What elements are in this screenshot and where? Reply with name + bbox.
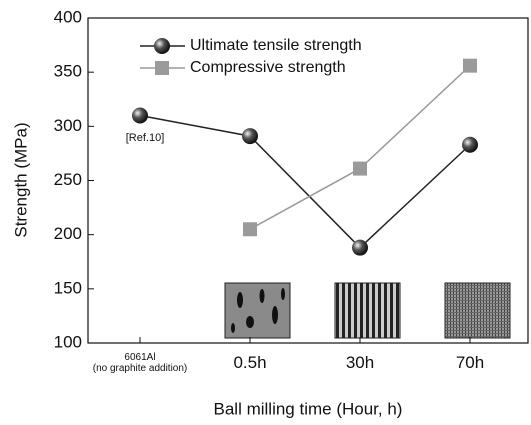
- y-tick-label: 350: [54, 62, 82, 81]
- annotation: [Ref.10]: [126, 132, 165, 144]
- y-tick-label: 300: [54, 116, 82, 135]
- marker: [462, 136, 478, 153]
- marker: [132, 107, 148, 124]
- marker: [242, 128, 258, 145]
- y-tick-label: 200: [54, 224, 82, 243]
- legend-label: Ultimate tensile strength: [190, 37, 362, 54]
- y-axis-label: Strength (MPa): [11, 122, 30, 237]
- y-tick-label: 250: [54, 170, 82, 189]
- legend-label: Compressive strength: [190, 59, 346, 76]
- y-tick-label: 400: [54, 7, 82, 26]
- marker: [353, 161, 367, 176]
- x-tick-label: 30h: [345, 353, 375, 372]
- x-tick-label: 6061Al (no graphite addition): [92, 352, 188, 374]
- inset-70h: [444, 282, 511, 339]
- marker: [155, 61, 169, 75]
- x-axis-label: Ball milling time (Hour, h): [214, 399, 403, 418]
- marker: [243, 222, 257, 237]
- marker: [154, 38, 170, 54]
- x-tick-label: 0.5h: [233, 353, 267, 372]
- y-tick-label: 150: [54, 278, 82, 297]
- x-tick-label: 70h: [455, 353, 485, 372]
- microstructure-insets: [224, 282, 511, 339]
- inset-0.5h: [224, 282, 291, 339]
- y-tick-label: 100: [54, 332, 82, 351]
- series-line: [139, 114, 471, 249]
- marker: [463, 58, 477, 73]
- inset-30h: [334, 282, 401, 339]
- marker: [352, 239, 368, 256]
- series-line: [249, 65, 471, 230]
